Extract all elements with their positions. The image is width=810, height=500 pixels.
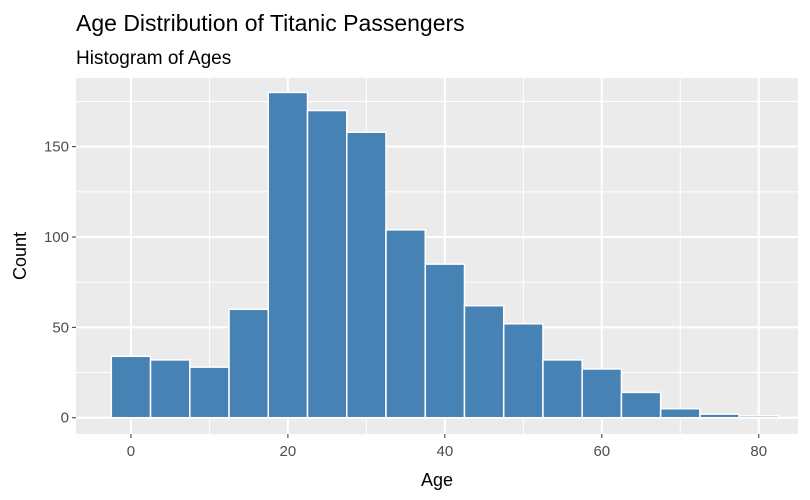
histogram-bar [424,263,466,419]
histogram-bar [502,323,544,419]
histogram-bar [699,413,740,419]
x-tick-label: 80 [750,443,767,460]
histogram-bar [267,91,309,419]
histogram-bar [149,359,191,419]
y-tick-label: 100 [44,229,69,246]
y-axis-title: Count [10,232,30,280]
histogram-bar [738,415,780,419]
chart-title: Age Distribution of Titanic Passengers [76,10,465,36]
histogram-bar [346,131,387,419]
histogram-bar [385,229,426,419]
histogram-bar [659,407,701,419]
histogram-bar [110,355,152,419]
x-tick-label: 60 [593,443,610,460]
y-tick-label: 0 [61,410,69,427]
histogram-bar [581,368,623,419]
histogram-bar [463,304,505,419]
histogram-bars [110,91,780,419]
chart-subtitle: Histogram of Ages [76,48,231,69]
x-axis: 0 20 40 60 80 [127,434,767,460]
histogram-bar [306,109,348,419]
histogram-bar [542,359,583,419]
x-tick-label: 40 [437,443,454,460]
y-axis: 0 50 100 150 [44,139,76,427]
x-tick-label: 0 [127,443,135,460]
histogram-bar [620,391,662,419]
x-axis-title: Age [421,470,453,490]
y-tick-label: 150 [44,139,69,156]
histogram-bar [189,366,230,419]
y-tick-label: 50 [52,319,69,336]
histogram-bar [228,308,270,419]
x-tick-label: 20 [280,443,297,460]
